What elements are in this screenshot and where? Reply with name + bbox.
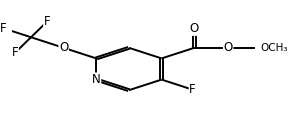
Text: F: F [189,83,196,96]
Text: O: O [223,41,233,54]
Text: F: F [12,46,18,59]
Text: F: F [44,15,50,28]
Text: N: N [92,73,101,86]
Text: O: O [59,41,68,54]
Text: OCH₃: OCH₃ [260,43,288,53]
Text: O: O [190,22,199,35]
Text: F: F [0,22,7,35]
